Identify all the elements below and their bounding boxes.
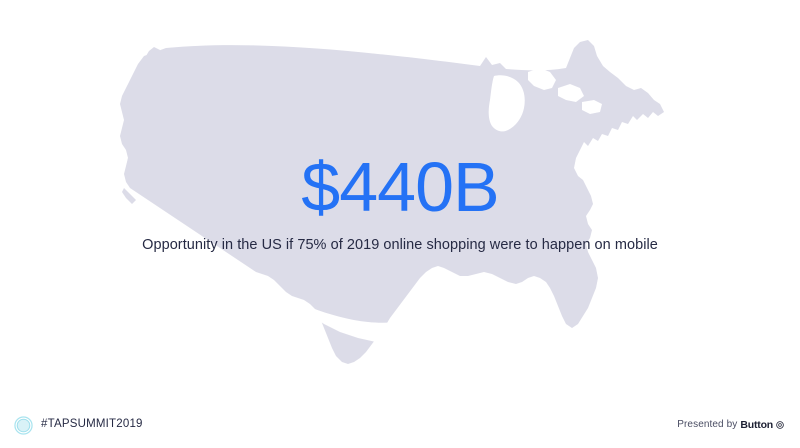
slide-footer: #TAPSUMMIT2019 Presented by Button — [0, 402, 800, 448]
tap-summit-circle-logo-icon — [14, 415, 33, 435]
registered-trademark-circle-icon — [776, 420, 784, 429]
tap-summit-hashtag: #TAPSUMMIT2019 — [41, 418, 143, 431]
footer-right-group: Presented by Button — [677, 420, 784, 431]
button-brand-wordmark: Button — [740, 418, 773, 431]
headline-stat: $440B — [301, 148, 499, 226]
subtitle-caption: Opportunity in the US if 75% of 2019 onl… — [142, 237, 658, 253]
footer-left-group: #TAPSUMMIT2019 — [14, 415, 143, 435]
presented-by-label: Presented by — [677, 419, 738, 430]
